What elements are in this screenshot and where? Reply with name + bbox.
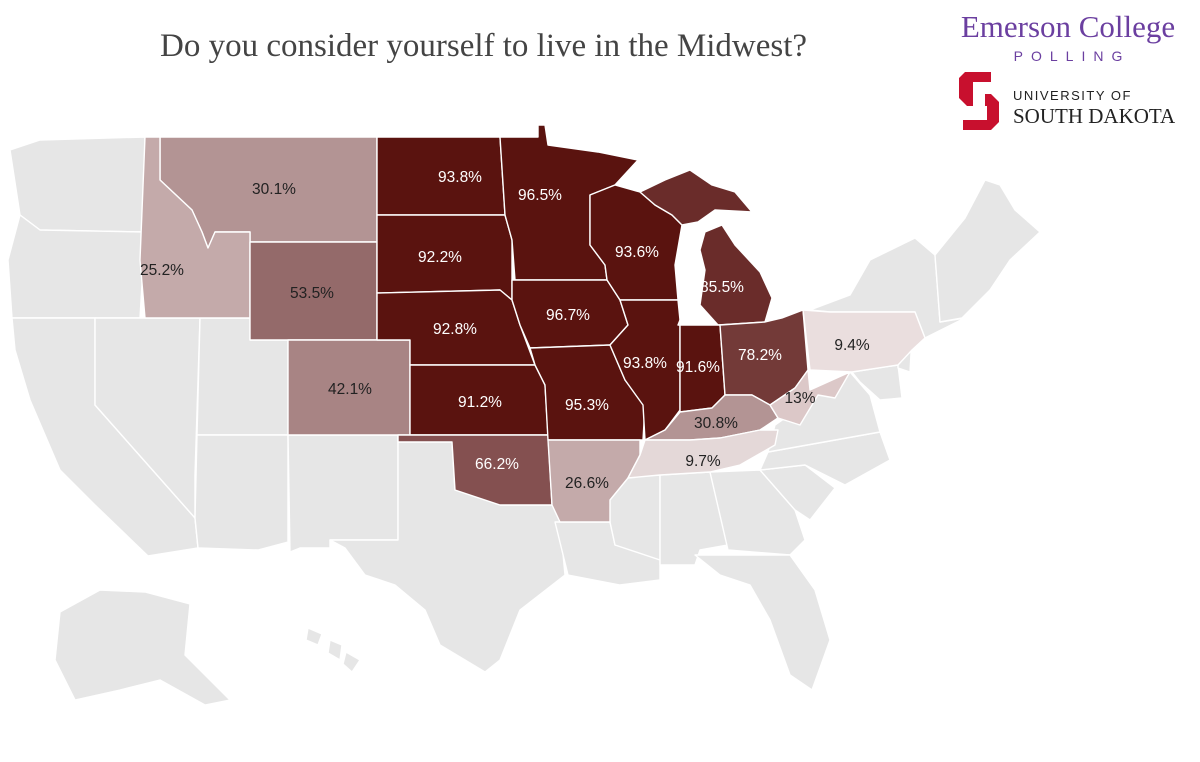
label-oklahoma: 66.2% [475,456,519,473]
state-arkansas [547,439,641,523]
label-indiana: 91.6% [676,359,720,376]
label-montana: 30.1% [252,181,296,198]
label-nebraska: 92.8% [433,321,477,338]
usd-logo-line1: UNIVERSITY OF [1013,88,1132,103]
label-south-dakota: 92.2% [418,249,462,266]
state-tennessee [627,429,779,479]
usd-logo-line2: SOUTH DAKOTA [1013,104,1176,128]
label-kentucky: 30.8% [694,415,738,432]
state-alaska [54,589,231,706]
label-north-dakota: 93.8% [438,169,482,186]
state-florida [694,554,831,691]
label-tennessee: 9.7% [685,453,721,470]
state-west-virginia [769,369,851,426]
state-hawaii-1 [305,627,323,646]
university-of-south-dakota-logo: UNIVERSITY OF SOUTH DAKOTA [955,66,1195,136]
label-west-virginia: 13% [784,390,815,407]
emerson-logo-sub: POLLING [1013,48,1131,64]
no-data-states [7,136,1041,706]
emerson-logo-name: Emerson College [960,9,1176,44]
label-illinois: 93.8% [623,355,667,372]
label-idaho: 25.2% [140,262,184,279]
state-value-labels: 30.1% 25.2% 53.5% 42.1% 93.8% 92.2% 92.8… [140,169,870,492]
state-pennsylvania [802,309,926,373]
state-idaho [139,136,251,319]
label-kansas: 91.2% [458,394,502,411]
surveyed-states [139,124,926,523]
state-washington [9,136,146,233]
state-arizona [194,434,289,551]
label-colorado: 42.1% [328,381,372,398]
label-missouri: 95.3% [565,397,609,414]
state-new-mexico [287,434,399,553]
state-hawaii-2 [327,639,343,661]
label-wisconsin: 93.6% [615,244,659,261]
label-iowa: 96.7% [546,307,590,324]
state-hawaii-3 [342,651,361,673]
map-title: Do you consider yourself to live in the … [160,28,808,64]
label-pennsylvania: 9.4% [834,337,870,354]
label-wyoming: 53.5% [290,285,334,302]
label-michigan: 85.5% [700,279,744,296]
state-new-england [934,179,1041,323]
label-ohio: 78.2% [738,347,782,364]
usd-monogram-icon [959,72,999,130]
label-arkansas: 26.6% [565,475,609,492]
emerson-college-polling-logo: Emerson College POLLING [948,9,1188,65]
label-minnesota: 96.5% [518,187,562,204]
